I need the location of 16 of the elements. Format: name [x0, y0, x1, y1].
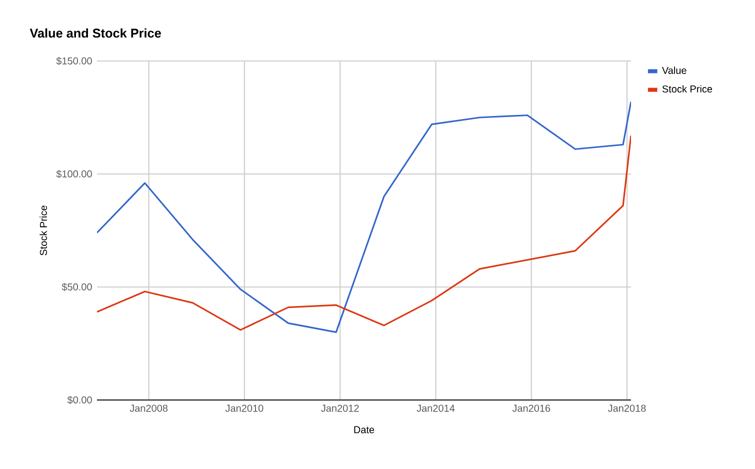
x-axis-title: Date — [354, 426, 374, 434]
x-tick-label: Jan2018 — [608, 404, 646, 412]
x-tick-label: Jan2008 — [130, 404, 168, 412]
x-tick-label: Jan2012 — [321, 404, 359, 412]
y-tick-label: $0.00 — [67, 396, 92, 404]
y-axis-title: Stock Price — [40, 206, 47, 256]
x-tick-label: Jan2014 — [416, 404, 455, 412]
line-series — [97, 100, 632, 333]
chart-title: Value and Stock Price — [30, 28, 161, 38]
y-tick-label: $150.00 — [56, 56, 92, 66]
legend-label: Value — [662, 66, 686, 74]
y-tick-label: $100.00 — [56, 170, 92, 178]
x-tick-label: Jan2016 — [512, 404, 550, 412]
x-tick-label: Jan2010 — [225, 404, 264, 412]
y-tick-label: $50.00 — [62, 282, 92, 292]
legend-label: Stock Price — [662, 85, 712, 93]
